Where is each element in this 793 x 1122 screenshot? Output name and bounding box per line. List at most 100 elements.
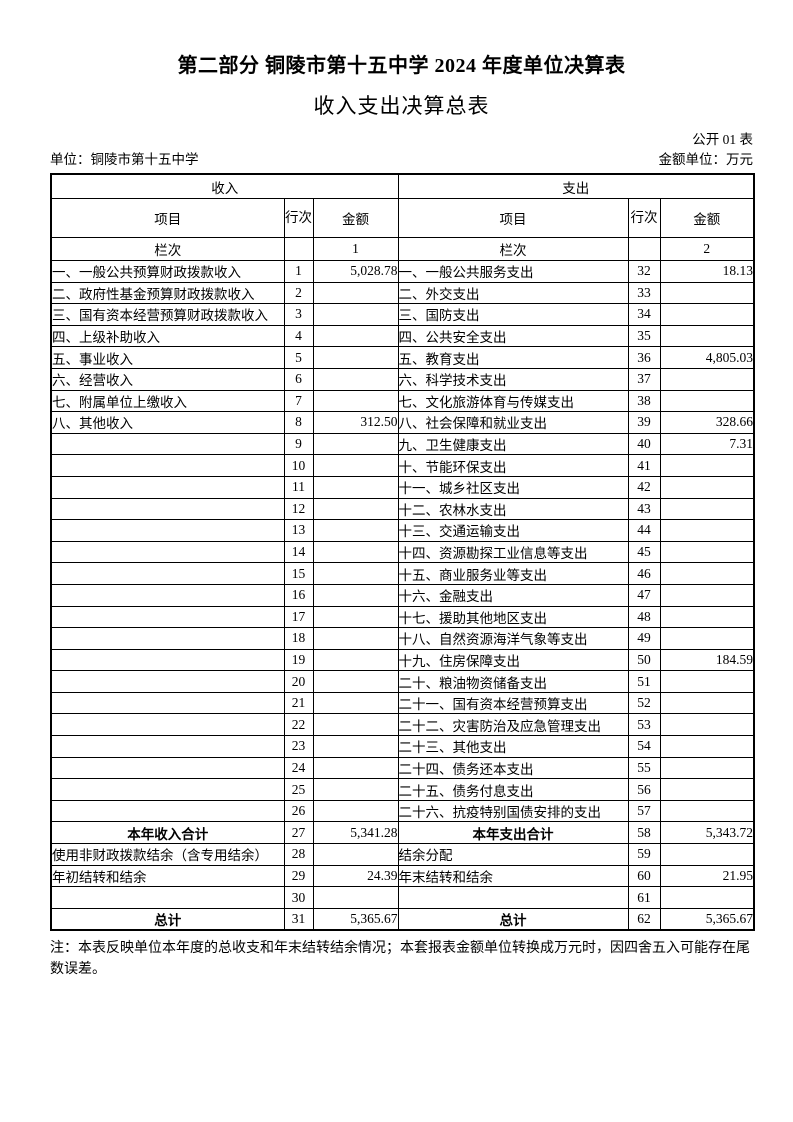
expense-rowno-cell: 39 [627,411,661,434]
expense-amount-cell [659,562,755,585]
income-item-cell [50,562,285,585]
expense-amount-cell: 5,343.72 [659,821,755,845]
income-amount-cell [312,670,399,693]
income-item-cell [50,691,285,715]
expense-item-cell: 九、卫生健康支出 [397,432,629,456]
expense-item-cell: 二十三、其他支出 [397,735,629,758]
income-amount-cell [312,281,399,305]
income-item-cell [50,627,285,650]
expense-item-cell: 二十二、灾害防治及应急管理支出 [397,713,629,737]
expense-item-cell: 十七、援助其他地区支出 [397,605,629,629]
expense-amount-cell [659,735,755,758]
table-row: 八、其他收入 8 312.50 八、社会保障和就业支出 39 328.66 [50,411,755,434]
expense-rowno-cell: 54 [627,735,661,758]
expense-rowno-cell: 32 [627,260,661,283]
expense-rowno-cell: 49 [627,627,661,650]
income-item-cell: 总计 [50,907,285,931]
expense-rowno-cell: 61 [627,886,661,909]
table-row: 18 十八、自然资源海洋气象等支出 49 [50,627,755,650]
expense-rowno-cell: 33 [627,281,661,305]
expense-rowno-cell: 36 [627,346,661,369]
expense-amount-cell: 5,365.67 [659,907,755,931]
income-rowno-cell: 6 [283,367,314,391]
expense-rowno-cell: 37 [627,367,661,391]
expense-item-cell: 本年支出合计 [397,821,629,845]
expense-item-cell: 年末结转和结余 [397,864,629,888]
income-rowno-cell: 22 [283,713,314,737]
table-row: 17 十七、援助其他地区支出 48 [50,605,755,629]
expense-item-cell: 结余分配 [397,843,629,866]
income-rowno-cell: 3 [283,303,314,326]
table-row: 24 二十四、债务还本支出 55 [50,756,755,780]
expense-amount-cell [659,670,755,693]
table-row: 本年收入合计 27 5,341.28 本年支出合计 58 5,343.72 [50,821,755,845]
income-rowno-cell: 16 [283,583,314,607]
expense-rowno-cell: 38 [627,389,661,413]
expense-rowno-cell: 44 [627,519,661,542]
expense-item-cell: 五、教育支出 [397,346,629,369]
income-amount-cell [312,454,399,477]
expense-rowno-cell: 42 [627,475,661,499]
table-row: 13 十三、交通运输支出 44 [50,519,755,542]
expense-amount-cell [659,605,755,629]
expense-rowno-cell: 47 [627,583,661,607]
income-amount-cell [312,627,399,650]
income-rowno-cell: 30 [283,886,314,909]
income-rowno-cell: 7 [283,389,314,413]
expense-rowno-cell: 35 [627,324,661,348]
expense-item-cell: 十六、金融支出 [397,583,629,607]
expense-rowno-cell: 56 [627,778,661,801]
expense-rowno-cell: 62 [627,907,661,931]
income-rowno-cell: 12 [283,497,314,521]
table-row: 总计 31 5,365.67 总计 62 5,365.67 [50,907,755,931]
expense-amount-cell [659,324,755,348]
expense-amount-cell: 328.66 [659,411,755,434]
table-row: 19 十九、住房保障支出 50 184.59 [50,648,755,672]
expense-rowno-cell: 57 [627,799,661,823]
expense-item-cell: 七、文化旅游体育与传媒支出 [397,389,629,413]
table-row: 使用非财政拨款结余（含专用结余） 28 结余分配 59 [50,843,755,866]
expense-rowno-cell: 45 [627,540,661,564]
table-row: 23 二十三、其他支出 54 [50,735,755,758]
table-row: 25 二十五、债务付息支出 56 [50,778,755,801]
income-amount-cell: 5,028.78 [312,260,399,283]
expense-rowno-cell: 48 [627,605,661,629]
income-amount-cell: 5,365.67 [312,907,399,931]
income-item-cell [50,648,285,672]
income-amount-cell [312,367,399,391]
income-amount-cell [312,389,399,413]
income-item-cell: 使用非财政拨款结余（含专用结余） [50,843,285,866]
expense-amount-cell [659,540,755,564]
income-amount-cell [312,303,399,326]
income-item-cell [50,756,285,780]
expense-item-cell: 十三、交通运输支出 [397,519,629,542]
income-item-cell [50,713,285,737]
expense-amount-cell [659,583,755,607]
income-amount-cell [312,886,399,909]
income-section-header: 收入 [50,173,399,199]
expense-amount-cell [659,454,755,477]
expense-item-cell: 十四、资源勘探工业信息等支出 [397,540,629,564]
income-rowno-cell: 25 [283,778,314,801]
table-title: 收入支出决算总表 [313,94,490,118]
income-item-cell [50,432,285,456]
expense-amount-cell: 4,805.03 [659,346,755,369]
unit-label: 单位：铜陵市第十五中学 [50,152,199,167]
income-rowno-cell: 5 [283,346,314,369]
income-rowno-cell: 10 [283,454,314,477]
income-rowno-cell: 21 [283,691,314,715]
income-item-cell [50,519,285,542]
table-row: 12 十二、农林水支出 43 [50,497,755,521]
meta-row: 单位：铜陵市第十五中学 金额单位：万元 [50,151,753,169]
expense-item-cell: 十八、自然资源海洋气象等支出 [397,627,629,650]
expense-amount-cell [659,886,755,909]
expense-amount-cell [659,497,755,521]
income-rowno-column-header: 行次 [283,198,314,238]
expense-item-cell: 十、节能环保支出 [397,454,629,477]
expense-amount-cell [659,627,755,650]
part-title: 第二部分 铜陵市第十五中学 2024 年度单位决算表 [177,55,626,77]
expense-amount-cell [659,843,755,866]
expense-rowno-cell: 50 [627,648,661,672]
table-row: 10 十、节能环保支出 41 [50,454,755,477]
expense-amount-cell: 18.13 [659,260,755,283]
